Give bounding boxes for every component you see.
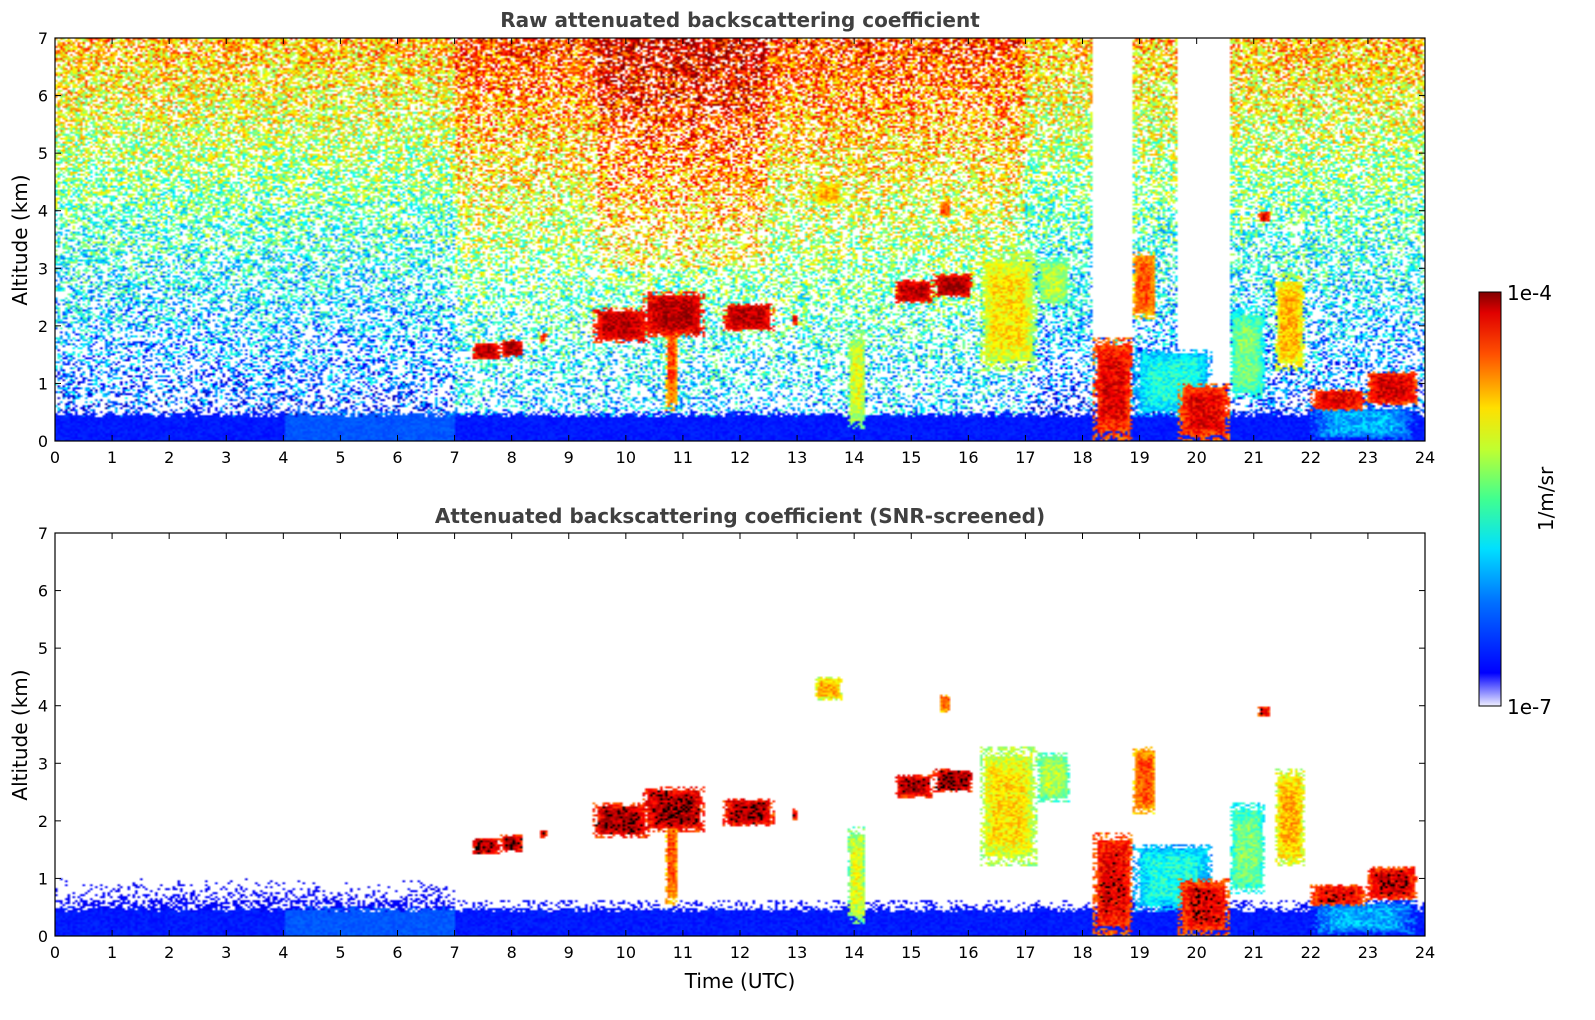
top-y-tick-label: 7 [38,29,48,48]
top-x-tick-label: 11 [673,448,693,467]
top-y-tick-label: 1 [38,374,48,393]
top-y-tick-label: 5 [38,144,48,163]
bottom-x-tick-label: 14 [844,943,864,962]
top-panel: Raw attenuated backscattering coefficien… [8,8,1435,467]
top-x-tick-label: 18 [1072,448,1092,467]
bottom-panel-title: Attenuated backscattering coefficient (S… [435,504,1045,528]
bottom-x-tick-label: 4 [278,943,288,962]
colorbar-max-label: 1e-4 [1507,281,1552,305]
colorbar-unit-label: 1/m/sr [1534,466,1558,531]
top-x-tick-label: 0 [50,448,60,467]
bottom-x-tick-label: 18 [1072,943,1092,962]
bottom-y-tick-label: 0 [38,927,48,946]
top-x-ticks: 0 1 2 3 4 5 6 7 8 9 10 11 12 13 14 15 16 17 18 19 20 21 22 23 24 [50,38,1435,467]
bottom-y-tick-label: 3 [38,754,48,773]
bottom-x-tick-label: 11 [673,943,693,962]
top-x-tick-label: 10 [616,448,636,467]
bottom-x-tick-label: 21 [1244,943,1264,962]
bottom-x-tick-label: 12 [730,943,750,962]
bottom-x-axis-label: Time (UTC) [684,969,796,993]
top-x-tick-label: 14 [844,448,864,467]
bottom-x-ticks: 0 1 2 3 4 5 6 7 8 9 10 11 12 13 14 15 16 17 18 19 20 21 22 23 24 [50,533,1435,962]
top-x-tick-label: 21 [1244,448,1264,467]
top-x-tick-label: 6 [392,448,402,467]
colorbar-gradient [1478,291,1502,707]
bottom-y-tick-label: 2 [38,812,48,831]
top-y-tick-label: 4 [38,202,48,221]
top-x-tick-label: 13 [787,448,807,467]
bottom-x-tick-label: 17 [1015,943,1035,962]
top-x-tick-label: 19 [1129,448,1149,467]
top-x-tick-label: 8 [507,448,517,467]
bottom-y-tick-label: 6 [38,582,48,601]
bottom-x-tick-label: 23 [1358,943,1378,962]
bottom-x-tick-label: 6 [392,943,402,962]
top-x-tick-label: 7 [449,448,459,467]
top-x-tick-label: 23 [1358,448,1378,467]
bottom-x-tick-label: 7 [449,943,459,962]
top-y-tick-label: 3 [38,259,48,278]
top-x-tick-label: 22 [1301,448,1321,467]
top-x-tick-label: 1 [107,448,117,467]
bottom-x-tick-label: 13 [787,943,807,962]
top-y-tick-label: 2 [38,317,48,336]
top-y-axis-label: Altitude (km) [8,174,32,305]
bottom-y-tick-label: 4 [38,697,48,716]
bottom-x-tick-label: 1 [107,943,117,962]
top-x-tick-label: 15 [901,448,921,467]
bottom-x-tick-label: 5 [335,943,345,962]
top-y-ticks: 0 1 2 3 4 5 6 7 [38,29,1425,451]
bottom-x-tick-label: 16 [958,943,978,962]
top-x-tick-label: 4 [278,448,288,467]
bottom-x-tick-label: 19 [1129,943,1149,962]
bottom-x-tick-label: 22 [1301,943,1321,962]
bottom-y-tick-label: 7 [38,524,48,543]
bottom-x-tick-label: 10 [616,943,636,962]
bottom-x-tick-label: 2 [164,943,174,962]
top-x-tick-label: 20 [1186,448,1206,467]
top-x-tick-label: 5 [335,448,345,467]
bottom-x-tick-label: 8 [507,943,517,962]
bottom-x-tick-label: 9 [564,943,574,962]
top-y-tick-label: 6 [38,87,48,106]
top-x-tick-label: 9 [564,448,574,467]
bottom-y-axis-label: Altitude (km) [8,669,32,800]
colorbar-min-label: 1e-7 [1507,695,1552,719]
bottom-x-tick-label: 0 [50,943,60,962]
bottom-y-ticks: 0 1 2 3 4 5 6 7 [38,524,1425,946]
bottom-heatmap [55,533,1425,936]
bottom-y-tick-label: 5 [38,639,48,658]
top-x-tick-label: 16 [958,448,978,467]
top-x-tick-label: 17 [1015,448,1035,467]
top-x-tick-label: 24 [1415,448,1435,467]
colorbar: 1e-4 1e-7 1/m/sr [1478,281,1558,719]
top-heatmap [55,38,1425,441]
bottom-x-tick-label: 24 [1415,943,1435,962]
bottom-x-tick-label: 3 [221,943,231,962]
top-y-tick-label: 0 [38,432,48,451]
top-panel-title: Raw attenuated backscattering coefficien… [500,8,980,32]
top-x-tick-label: 12 [730,448,750,467]
bottom-x-tick-label: 20 [1186,943,1206,962]
bottom-x-tick-label: 15 [901,943,921,962]
bottom-y-tick-label: 1 [38,869,48,888]
bottom-panel: Attenuated backscattering coefficient (S… [8,504,1435,993]
top-x-tick-label: 3 [221,448,231,467]
top-x-tick-label: 2 [164,448,174,467]
